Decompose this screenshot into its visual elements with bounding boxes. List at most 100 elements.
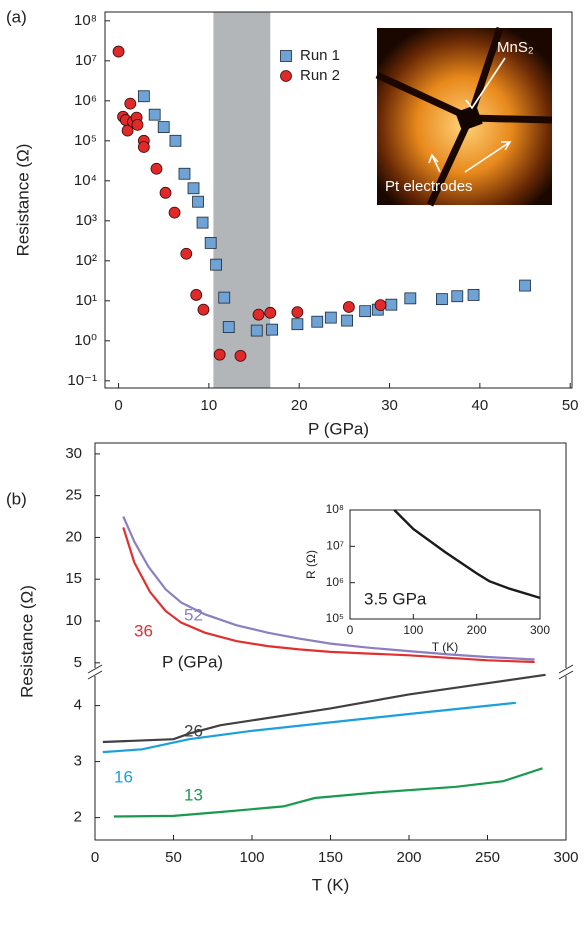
square-marker	[266, 323, 279, 336]
y-tick-label: 10⁶	[74, 92, 97, 109]
x-tick-label: 10	[201, 397, 218, 414]
y-tick-label: 4	[74, 697, 82, 714]
square-marker	[157, 121, 170, 134]
square-marker	[451, 290, 464, 303]
square-marker	[210, 258, 223, 271]
inset-x-label: T (K)	[432, 640, 458, 654]
electrode-gaps	[375, 26, 553, 207]
square-marker	[196, 216, 209, 229]
y-tick-label: 15	[65, 570, 82, 587]
inset-annotation: MnS₂	[497, 39, 534, 56]
circle-marker	[168, 206, 181, 219]
sample	[455, 104, 483, 132]
square-marker	[148, 108, 161, 121]
square-marker	[222, 321, 235, 333]
panel-label: (b)	[6, 489, 27, 508]
x-tick-label: 300	[530, 623, 550, 637]
square-marker	[519, 279, 531, 292]
square-marker	[385, 298, 398, 311]
square-marker	[192, 195, 204, 208]
y-tick-label: 10³	[75, 212, 97, 229]
square-marker	[218, 291, 231, 304]
x-axis-label: P (GPa)	[308, 419, 369, 438]
legend-marker	[280, 70, 292, 82]
square-marker	[341, 314, 353, 327]
square-marker	[311, 315, 324, 328]
x-tick-label: 200	[467, 623, 487, 637]
y-tick-label: 10⁸	[74, 12, 97, 29]
circle-marker	[374, 299, 387, 312]
data-line	[122, 527, 535, 664]
x-tick-label: 0	[91, 849, 99, 866]
circle-marker	[112, 45, 125, 58]
circle-marker	[150, 162, 163, 175]
x-tick-label: 200	[396, 849, 421, 866]
square-marker	[359, 305, 372, 318]
y-axis-label: Resistance (Ω)	[17, 585, 36, 698]
y-tick-label: 20	[65, 528, 82, 545]
x-tick-label: 30	[381, 397, 398, 414]
y-tick-label: 10⁻¹	[67, 372, 97, 389]
x-tick-label: 20	[291, 397, 308, 414]
axis-break-gap	[558, 668, 574, 676]
series-label: 13	[184, 785, 203, 804]
y-tick-label: 2	[74, 809, 82, 826]
circle-marker	[131, 118, 144, 131]
x-tick-label: 250	[475, 849, 500, 866]
y-tick-label: 10⁵	[326, 611, 344, 625]
circle-marker	[197, 303, 210, 316]
y-tick-label: 10⁶	[326, 575, 344, 589]
x-tick-label: 100	[239, 849, 264, 866]
legend-title: P (GPa)	[162, 652, 223, 671]
circle-marker	[291, 306, 304, 319]
x-tick-label: 100	[403, 623, 423, 637]
plot-frame	[104, 11, 573, 389]
circle-marker	[180, 247, 193, 260]
x-tick-label: 50	[165, 849, 182, 866]
square-marker	[404, 292, 417, 305]
series-label: 36	[134, 621, 153, 640]
axis-break-mark	[87, 664, 103, 680]
circle-marker	[137, 141, 150, 153]
series-label: 16	[114, 767, 133, 786]
y-tick-label: 10²	[75, 252, 97, 269]
x-axis-label: T (K)	[312, 875, 349, 894]
square-marker	[169, 134, 182, 147]
y-tick-label: 3	[74, 753, 82, 770]
y-tick-label: 10⁷	[75, 52, 97, 69]
y-tick-label: 10⁵	[74, 132, 97, 149]
data-line	[122, 516, 535, 661]
series-label: 52	[184, 605, 203, 624]
y-tick-label: 10⁴	[74, 172, 97, 189]
x-tick-label: 150	[318, 849, 343, 866]
x-tick-label: 40	[472, 397, 489, 414]
y-tick-label: 5	[74, 654, 82, 671]
square-marker	[291, 318, 304, 331]
square-marker	[178, 167, 191, 180]
y-tick-label: 10	[65, 612, 82, 629]
circle-marker	[121, 124, 134, 137]
data-line	[113, 767, 543, 818]
y-tick-label: 10¹	[75, 292, 97, 309]
legend-label: Run 2	[300, 67, 340, 84]
circle-marker	[264, 306, 277, 319]
x-tick-label: 50	[562, 397, 579, 414]
axis-break-mark	[558, 664, 574, 680]
x-tick-label: 300	[553, 849, 578, 866]
circle-marker	[190, 289, 203, 301]
square-marker	[436, 293, 448, 306]
legend-marker	[280, 50, 292, 62]
panel-label: (a)	[6, 7, 27, 26]
data-line	[102, 701, 516, 754]
axis-break-gap	[87, 668, 103, 676]
circle-marker	[159, 186, 172, 199]
circle-marker	[124, 97, 137, 110]
legend-label: Run 1	[300, 47, 340, 64]
inset-frame	[349, 509, 541, 620]
x-tick-label: 0	[114, 397, 122, 414]
series-label: 26	[184, 721, 203, 740]
circle-marker	[213, 348, 226, 361]
inset-annotation: 3.5 GPa	[364, 589, 427, 608]
inset-annotation: Pt electrodes	[385, 178, 473, 195]
